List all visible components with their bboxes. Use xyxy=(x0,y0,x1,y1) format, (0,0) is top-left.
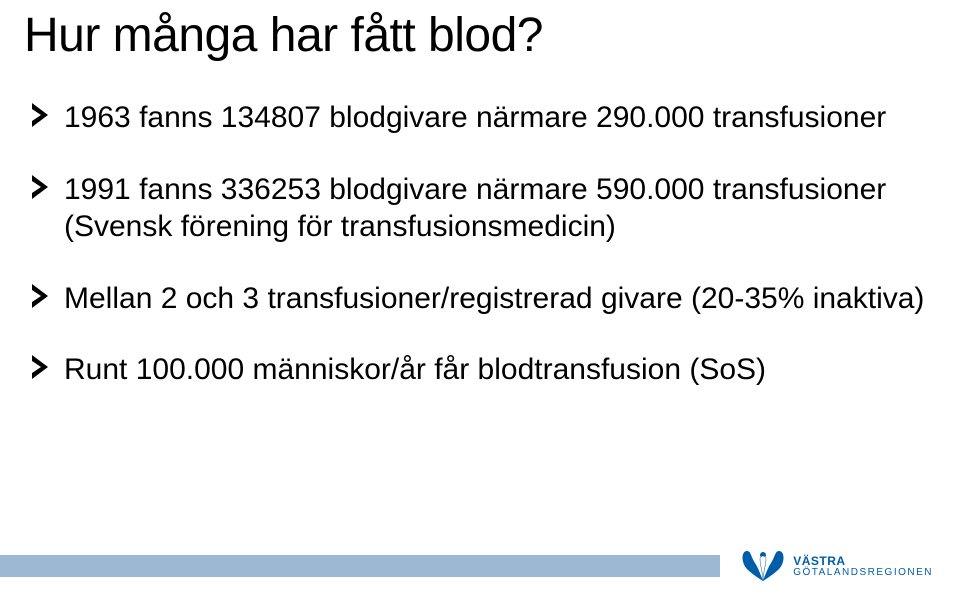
footer: VÄSTRA GÖTALANDSREGIONEN xyxy=(0,533,959,597)
chevron-right-icon xyxy=(30,101,54,129)
logo-text-line1: VÄSTRA xyxy=(793,555,933,567)
bullet-text: 1991 fanns 336253 blodgivare närmare 590… xyxy=(64,173,886,244)
logo: VÄSTRA GÖTALANDSREGIONEN xyxy=(741,547,933,585)
bullet-item: Mellan 2 och 3 transfusioner/registrerad… xyxy=(30,280,935,318)
bullet-item: Runt 100.000 människor/år får blodtransf… xyxy=(30,351,935,389)
chevron-right-icon xyxy=(30,353,54,381)
slide-container: Hur många har fått blod? 1963 fanns 1348… xyxy=(0,0,959,597)
logo-text: VÄSTRA GÖTALANDSREGIONEN xyxy=(793,555,933,578)
slide-title: Hur många har fått blod? xyxy=(24,8,935,63)
bullet-item: 1963 fanns 134807 blodgivare närmare 290… xyxy=(30,99,935,137)
chevron-right-icon xyxy=(30,173,54,201)
footer-accent-bar xyxy=(0,555,720,577)
bullet-list: 1963 fanns 134807 blodgivare närmare 290… xyxy=(24,99,935,389)
bullet-text: 1963 fanns 134807 blodgivare närmare 290… xyxy=(64,101,886,134)
logo-text-line2: GÖTALANDSREGIONEN xyxy=(793,568,933,578)
bullet-text: Runt 100.000 människor/år får blodtransf… xyxy=(64,353,766,386)
logo-icon xyxy=(741,547,785,585)
chevron-right-icon xyxy=(30,282,54,310)
bullet-text: Mellan 2 och 3 transfusioner/registrerad… xyxy=(64,282,924,315)
bullet-item: 1991 fanns 336253 blodgivare närmare 590… xyxy=(30,171,935,246)
